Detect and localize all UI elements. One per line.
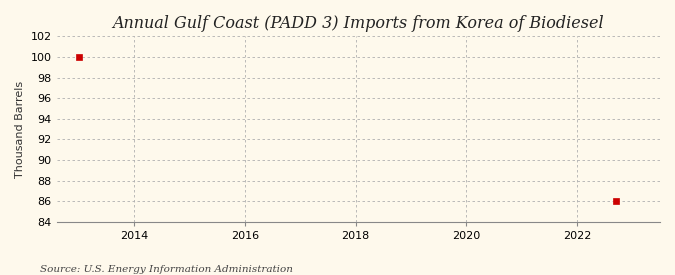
Text: Source: U.S. Energy Information Administration: Source: U.S. Energy Information Administ…	[40, 265, 294, 274]
Y-axis label: Thousand Barrels: Thousand Barrels	[15, 81, 25, 178]
Title: Annual Gulf Coast (PADD 3) Imports from Korea of Biodiesel: Annual Gulf Coast (PADD 3) Imports from …	[113, 15, 604, 32]
